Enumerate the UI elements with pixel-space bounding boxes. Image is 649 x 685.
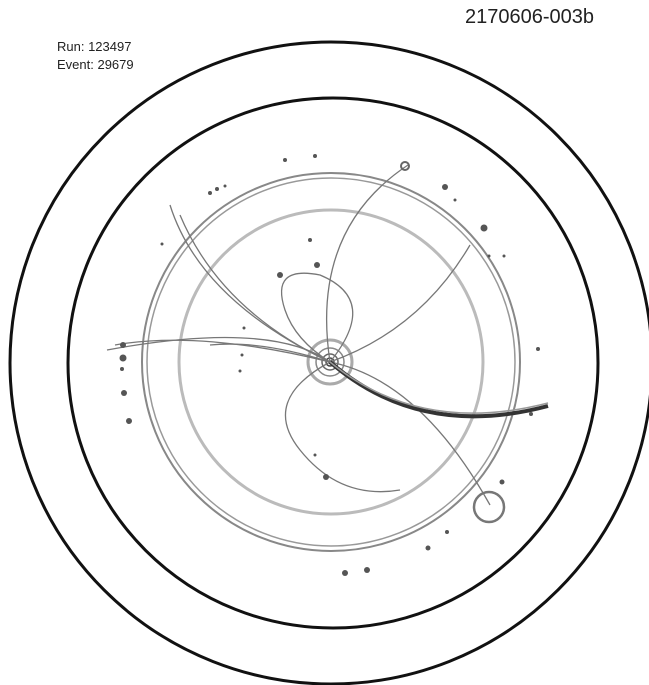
calorimeter-boundary [66, 96, 600, 630]
vertex-ring [315, 347, 345, 377]
muon-track-edge [329, 361, 549, 414]
figure-id: 2170606-003b [465, 6, 595, 28]
track [284, 361, 401, 493]
hit [283, 158, 287, 162]
inner-ring [177, 208, 485, 516]
beam-pipe [321, 353, 339, 371]
hit [502, 254, 506, 258]
run-number: Run: 123497 [57, 39, 132, 54]
drift-chamber-inner [146, 177, 516, 547]
track [325, 164, 409, 363]
curler-track [280, 272, 354, 363]
hit [487, 254, 491, 258]
hit [223, 184, 227, 188]
hit [445, 530, 449, 534]
hit [342, 570, 348, 576]
hit [277, 272, 283, 278]
hit [238, 369, 242, 373]
track [329, 244, 471, 363]
hit [313, 154, 317, 158]
hit [215, 187, 219, 191]
hit [400, 161, 410, 171]
hit [126, 418, 132, 424]
muon-track [328, 360, 549, 419]
hit [240, 353, 244, 357]
hit [120, 342, 126, 348]
hit [160, 242, 164, 246]
hit [120, 367, 124, 371]
drift-chamber-outer [141, 172, 521, 552]
hit [453, 198, 457, 202]
track [106, 336, 331, 363]
shower-ring [472, 490, 506, 524]
hit [480, 224, 488, 232]
hit [442, 184, 448, 190]
hit [364, 567, 370, 573]
event-number: Event: 29679 [57, 57, 134, 72]
hit [119, 354, 127, 362]
hit [314, 262, 320, 268]
hit [121, 390, 127, 396]
outer-boundary [8, 40, 649, 685]
track [179, 214, 331, 363]
hit [529, 412, 533, 416]
track [114, 339, 331, 363]
hit [425, 545, 431, 551]
tracks [106, 164, 491, 506]
hit [242, 326, 246, 330]
calorimeter-hits [119, 154, 540, 576]
hit [499, 479, 505, 485]
track [209, 343, 331, 363]
hit [313, 453, 317, 457]
hit [308, 238, 312, 242]
hit [536, 347, 540, 351]
hit [323, 474, 329, 480]
vertex-detector [306, 338, 354, 386]
hit [208, 191, 212, 195]
